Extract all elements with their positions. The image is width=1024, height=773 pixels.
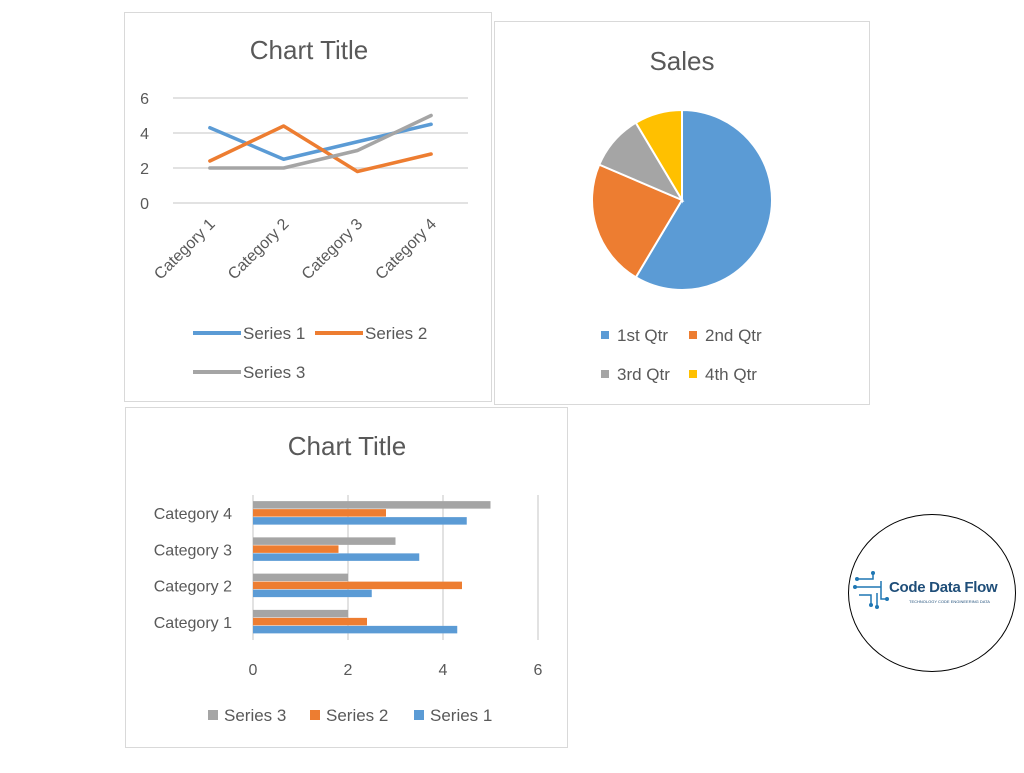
legend-label: 3rd Qtr <box>617 365 670 384</box>
bar <box>253 573 348 582</box>
legend-swatch <box>689 331 697 339</box>
x-tick-label: Category 1 <box>151 216 218 283</box>
legend-label: 2nd Qtr <box>705 326 762 345</box>
pie-slice <box>591 163 684 279</box>
y-tick-label: Category 2 <box>154 579 232 596</box>
chart-title: Chart Title <box>250 35 369 65</box>
y-tick-label: Category 4 <box>154 506 232 523</box>
legend-swatch <box>208 710 218 720</box>
bar <box>253 509 386 517</box>
y-tick-label: 4 <box>140 126 149 143</box>
bar <box>253 625 458 634</box>
series-line <box>208 113 433 170</box>
x-tick-label: 2 <box>344 662 353 679</box>
circuit-icon <box>853 571 889 609</box>
x-tick-label: Category 4 <box>373 216 440 283</box>
bar <box>253 617 367 626</box>
y-tick-label: 6 <box>140 91 149 108</box>
code-data-flow-logo: Code Data Flow TECHNOLOGY CODE ENGINEERI… <box>848 514 1016 672</box>
legend-label: Series 1 <box>430 706 492 725</box>
pie-chart: Sales 1st Qtr 2nd Qtr 3rd Qtr 4th Qtr <box>591 46 773 384</box>
legend-swatch <box>414 710 424 720</box>
x-tick-label: 6 <box>534 662 543 679</box>
y-tick-label: Category 1 <box>154 615 232 632</box>
legend-label: Series 1 <box>243 324 305 343</box>
bar <box>253 517 467 525</box>
legend-swatch <box>601 331 609 339</box>
y-tick-label: 0 <box>140 196 149 213</box>
bar <box>253 545 339 553</box>
legend-swatch <box>601 370 609 378</box>
bar <box>253 609 348 618</box>
x-tick-label: Category 3 <box>299 216 366 283</box>
bar <box>253 537 396 545</box>
x-tick-label: 4 <box>439 662 448 679</box>
legend-swatch <box>689 370 697 378</box>
bar-chart-panel: Chart Title Category 1 Category 2 Category… <box>125 407 568 748</box>
bar <box>253 581 462 590</box>
legend-label: 1st Qtr <box>617 326 668 345</box>
logo-tagline: TECHNOLOGY CODE ENGINEERING DATA <box>909 599 990 604</box>
series-line <box>208 124 433 174</box>
chart-title: Sales <box>649 46 714 76</box>
legend-swatch <box>310 710 320 720</box>
pie-slice <box>634 108 683 204</box>
legend-label: Series 2 <box>326 706 388 725</box>
legend-label: 4th Qtr <box>705 365 757 384</box>
logo-name: Code Data Flow <box>889 579 998 596</box>
legend-label: Series 2 <box>365 324 427 343</box>
y-tick-label: Category 3 <box>154 542 232 559</box>
bar <box>253 589 372 598</box>
x-tick-label: Category 2 <box>225 216 292 283</box>
bar <box>253 553 420 561</box>
bar <box>253 501 491 509</box>
y-tick-label: 2 <box>140 161 149 178</box>
legend-label: Series 3 <box>224 706 286 725</box>
bar-chart: Chart Title Category 1 Category 2 Category… <box>154 431 543 725</box>
legend-label: Series 3 <box>243 363 305 382</box>
pie-slice <box>634 108 773 291</box>
x-tick-label: 0 <box>249 662 258 679</box>
chart-title: Chart Title <box>288 431 407 461</box>
pie-chart-panel: Sales 1st Qtr 2nd Qtr 3rd Qtr 4th Qtr <box>494 21 870 405</box>
